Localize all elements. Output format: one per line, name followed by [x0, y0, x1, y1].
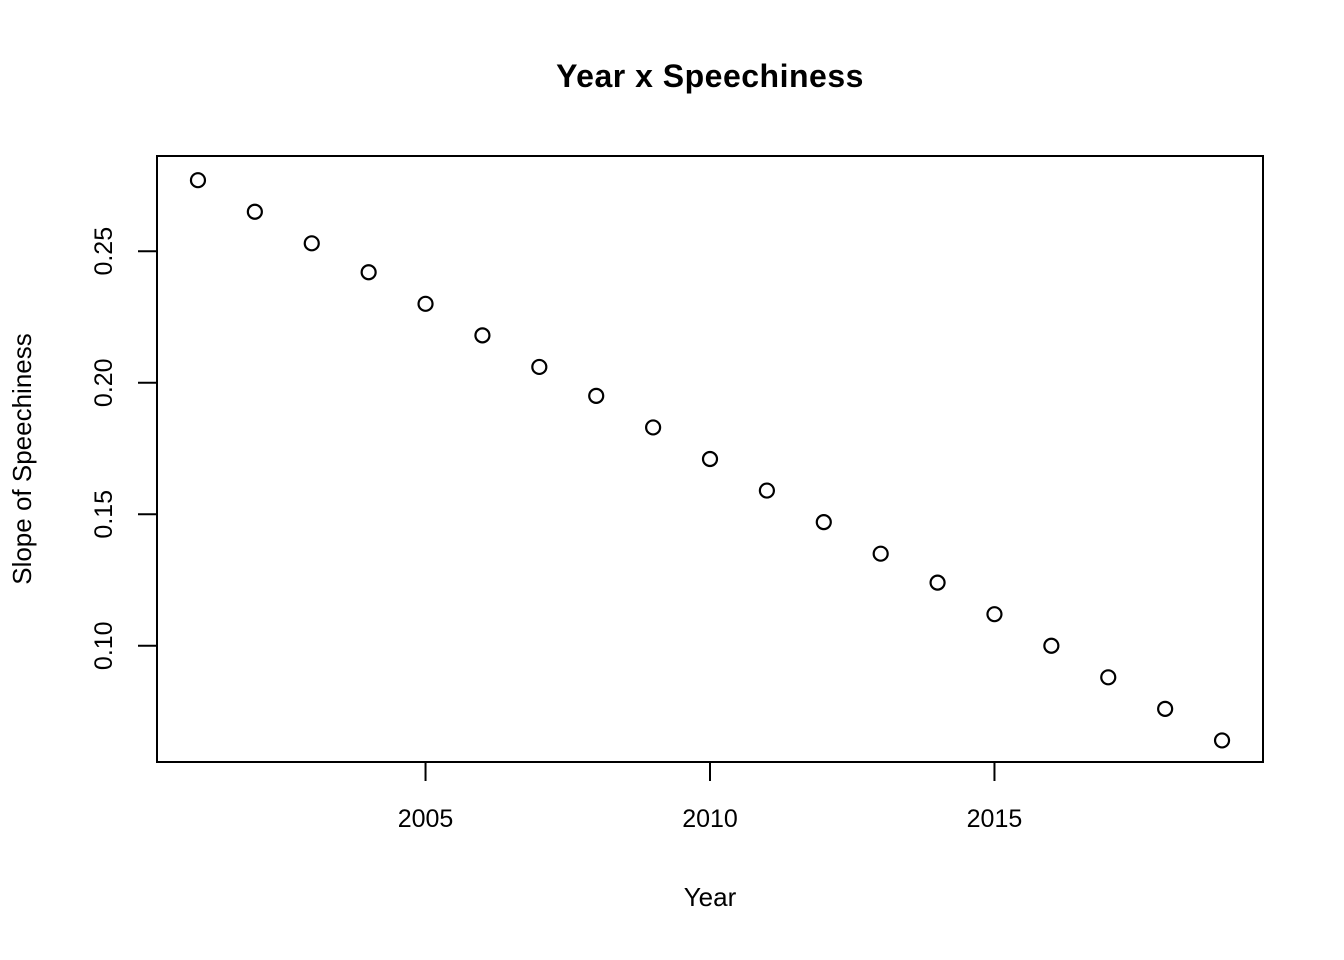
x-tick-label: 2005 [398, 805, 454, 833]
chart-title: Year x Speechiness [556, 58, 864, 94]
y-tick-label: 0.10 [90, 621, 118, 670]
data-point [1043, 637, 1060, 654]
data-point [417, 295, 434, 312]
data-point [303, 235, 320, 252]
data-point [645, 419, 662, 436]
data-point [872, 545, 889, 562]
x-axis-title: Year [683, 882, 737, 912]
data-point [474, 327, 491, 344]
data-point [588, 387, 605, 404]
data-point [246, 203, 263, 220]
data-point [531, 358, 548, 376]
data-point [758, 482, 775, 499]
data-point [1213, 732, 1231, 749]
data-point [360, 264, 377, 281]
data-point [189, 172, 207, 189]
data-point [701, 450, 719, 468]
x-tick-label: 2010 [682, 805, 738, 833]
plot-box [156, 155, 1264, 763]
y-tick-label: 0.25 [90, 227, 118, 276]
data-point [986, 606, 1003, 623]
data-point [1100, 669, 1117, 686]
data-point [1157, 700, 1174, 717]
y-tick-label: 0.15 [90, 490, 118, 539]
data-point [929, 574, 946, 591]
data-point [815, 514, 832, 531]
y-tick-label: 0.20 [90, 358, 118, 407]
x-tick-label: 2015 [967, 805, 1023, 833]
